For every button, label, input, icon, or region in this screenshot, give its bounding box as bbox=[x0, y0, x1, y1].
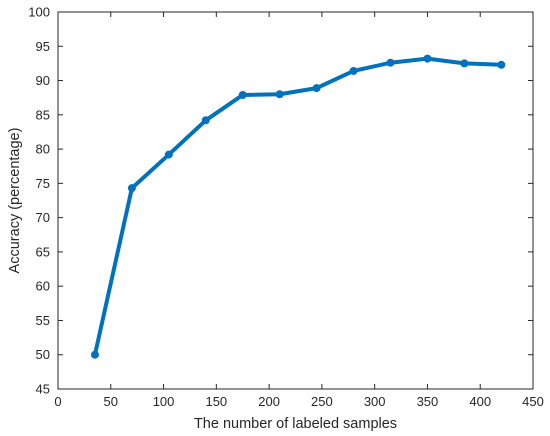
data-point bbox=[497, 60, 506, 69]
data-point bbox=[164, 150, 173, 159]
y-tick-label: 80 bbox=[36, 142, 50, 157]
x-tick-label: 250 bbox=[311, 394, 333, 409]
x-axis-label: The number of labeled samples bbox=[194, 416, 397, 432]
x-tick-label: 450 bbox=[522, 394, 544, 409]
y-tick-label: 65 bbox=[36, 244, 50, 259]
x-tick-label: 100 bbox=[153, 394, 175, 409]
series-line bbox=[92, 56, 504, 357]
y-tick-label: 90 bbox=[36, 73, 50, 88]
data-point bbox=[127, 184, 136, 193]
y-tick-label: 45 bbox=[36, 382, 50, 397]
y-tick-label: 100 bbox=[28, 5, 50, 20]
series-layer bbox=[90, 54, 506, 359]
x-tick-label: 300 bbox=[364, 394, 386, 409]
y-tick-label: 60 bbox=[36, 279, 50, 294]
x-tick-label: 350 bbox=[417, 394, 439, 409]
y-axis-label: Accuracy (percentage) bbox=[7, 128, 23, 274]
y-tick-label: 55 bbox=[36, 313, 50, 328]
plot-area bbox=[58, 12, 533, 389]
y-axis-ticks: 45 50 55 60 65 70 75 80 85 90 95 100 bbox=[28, 5, 533, 397]
data-point bbox=[238, 90, 247, 99]
y-tick-label: 70 bbox=[36, 210, 50, 225]
data-point bbox=[423, 54, 432, 63]
data-point bbox=[349, 66, 358, 75]
data-point bbox=[312, 84, 321, 93]
data-point bbox=[460, 59, 469, 68]
y-tick-label: 50 bbox=[36, 347, 50, 362]
x-tick-label: 400 bbox=[469, 394, 491, 409]
x-tick-label: 200 bbox=[258, 394, 280, 409]
x-tick-label: 0 bbox=[54, 394, 61, 409]
data-point bbox=[201, 116, 210, 125]
data-point bbox=[90, 350, 99, 359]
data-point bbox=[275, 90, 284, 99]
axes-box bbox=[57, 11, 534, 390]
y-tick-label: 75 bbox=[36, 176, 50, 191]
x-tick-label: 50 bbox=[104, 394, 118, 409]
x-axis-ticks: 0 50 100 150 200 250 300 350 400 450 bbox=[54, 12, 544, 409]
data-point bbox=[386, 58, 395, 67]
x-tick-label: 150 bbox=[205, 394, 227, 409]
y-tick-label: 85 bbox=[36, 107, 50, 122]
y-tick-label: 95 bbox=[36, 39, 50, 54]
